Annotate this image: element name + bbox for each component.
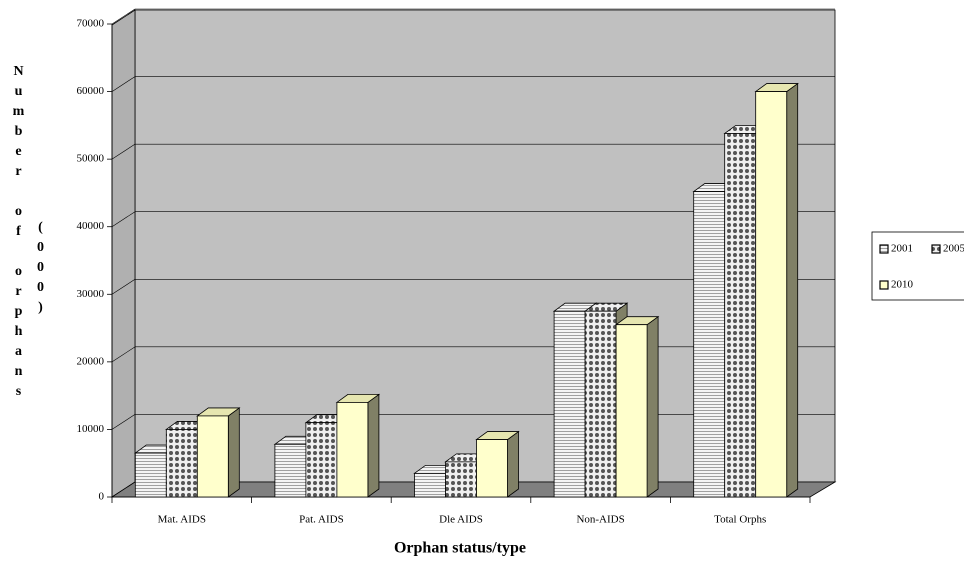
grid-line-side (111, 279, 136, 295)
bar (475, 430, 520, 498)
bar-side (367, 393, 380, 498)
grid-line-side (111, 414, 136, 430)
bar-side (646, 315, 659, 498)
bar (754, 82, 799, 498)
bar-front (305, 422, 338, 498)
x-tick-label: Pat. AIDS (299, 514, 344, 526)
legend-label: 2010 (891, 279, 914, 291)
x-axis-title: Orphan status/type (394, 540, 526, 557)
side-wall (111, 9, 136, 498)
bar-front (553, 310, 586, 498)
bar (196, 407, 241, 498)
x-tick-label: Non-AIDS (576, 514, 624, 526)
bar-side (507, 430, 519, 498)
legend: 2001 2005 2010 (871, 231, 964, 301)
y-tick-label: 10000 (77, 423, 105, 435)
y-axis-title: Number of orphans (11, 64, 26, 404)
y-tick-label: 20000 (77, 355, 105, 367)
bar-front (336, 401, 369, 498)
legend-swatch (879, 280, 889, 290)
bar-side (227, 407, 240, 498)
legend-swatch (879, 244, 889, 254)
bar-side (786, 82, 799, 498)
bar-front (584, 310, 617, 498)
bar (335, 393, 381, 498)
grid-line-side (111, 211, 136, 227)
legend-swatch (931, 244, 941, 254)
bar-front (134, 452, 167, 498)
grid-line-side (111, 346, 136, 363)
y-tick-label: 60000 (77, 85, 105, 97)
bar-front (615, 324, 648, 498)
grid-line-side (111, 76, 136, 92)
bar-front (196, 415, 229, 498)
bar-front (476, 439, 508, 498)
bar-front (165, 429, 198, 498)
bar-front (414, 472, 446, 498)
bar-front (724, 133, 757, 498)
y-tick-label: 50000 (77, 153, 105, 165)
bar-front (693, 191, 726, 498)
y-axis-unit: (000) (33, 220, 48, 320)
grid-line-side (111, 143, 136, 160)
bar-front (445, 461, 477, 498)
bar-front (274, 443, 307, 498)
legend-label: 2001 (891, 243, 913, 255)
legend-label: 2005 (943, 243, 964, 255)
y-tick-label: 0 (99, 491, 105, 503)
y-tick-label: 70000 (77, 18, 105, 30)
x-tick-label: Total Orphs (714, 514, 766, 526)
bar (614, 315, 660, 498)
x-tick-label: Mat. AIDS (158, 514, 206, 526)
x-tick-label: Dle AIDS (439, 514, 483, 526)
grid-line-side (111, 8, 136, 25)
y-tick-label: 40000 (77, 220, 105, 232)
y-tick-label: 30000 (77, 288, 105, 300)
bar-front (755, 91, 788, 498)
